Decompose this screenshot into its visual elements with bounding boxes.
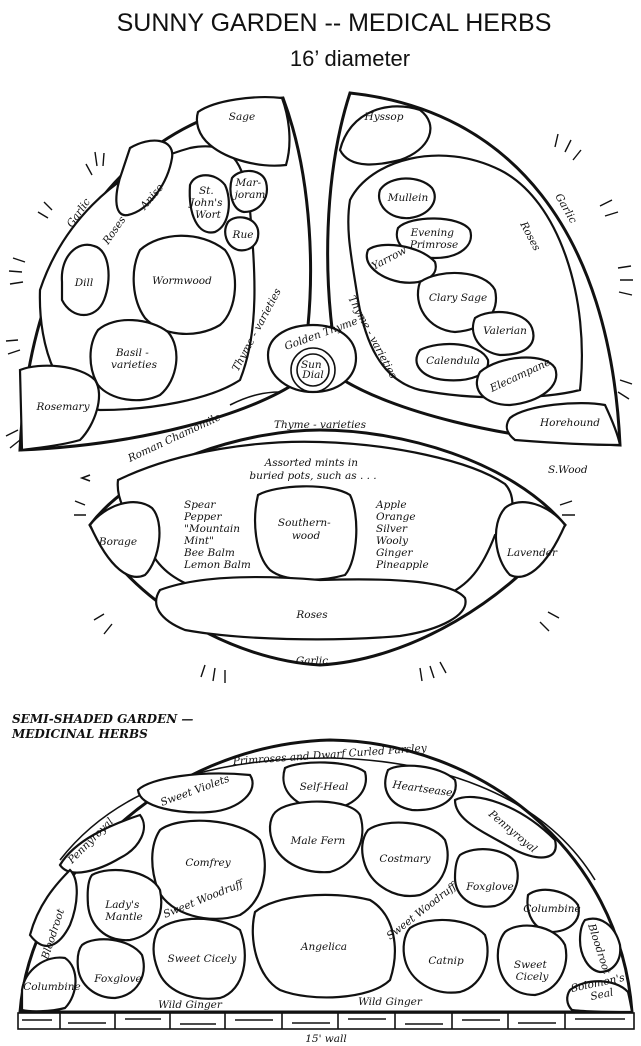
label-rue: Rue xyxy=(232,229,254,241)
label-columbine-right: Columbine xyxy=(523,903,581,915)
label-thyme-bottom: Thyme - varieties xyxy=(274,419,367,431)
label-mints-left: Spear Pepper "Mountain Mint" Bee Balm Le… xyxy=(183,499,251,571)
label-self-heal: Self-Heal xyxy=(300,781,349,793)
label-wall: 15' wall xyxy=(305,1033,347,1045)
label-angelica: Angelica xyxy=(300,941,347,953)
label-hyssop: Hyssop xyxy=(364,111,404,123)
label-wormwood: Wormwood xyxy=(152,275,212,287)
label-foxglove-right: Foxglove xyxy=(465,881,514,893)
label-sweet-cicely-left: Sweet Cicely xyxy=(168,953,238,965)
left-bed xyxy=(18,96,312,452)
grass-tufts xyxy=(5,133,633,683)
label-mullein: Mullein xyxy=(387,192,429,204)
label-dill: Dill xyxy=(74,277,94,289)
shaded-bed xyxy=(18,738,634,1014)
label-roses-bottom: Roses xyxy=(295,609,328,621)
label-catnip: Catnip xyxy=(428,955,464,967)
shaded-garden-title: SEMI-SHADED GARDEN — MEDICINAL HERBS xyxy=(11,712,198,741)
bottom-bed xyxy=(88,428,567,667)
label-male-fern: Male Fern xyxy=(290,835,346,847)
label-ladys-mantle: Lady's Mantle xyxy=(104,899,143,923)
label-mints-right: Apple Orange Silver Wooly Ginger Pineapp… xyxy=(375,499,429,571)
label-st-johns-wort: St. John's Wort xyxy=(188,185,226,221)
signature: S.Wood xyxy=(548,464,588,476)
label-calendula: Calendula xyxy=(426,355,480,367)
label-columbine-left: Columbine xyxy=(23,981,81,993)
stone-wall xyxy=(17,1012,635,1030)
label-costmary: Costmary xyxy=(379,853,431,865)
label-borage: Borage xyxy=(98,536,137,548)
label-foxglove-left: Foxglove xyxy=(93,973,142,985)
label-evening-primrose: Evening Primrose xyxy=(409,227,458,251)
label-southernwood: Southern- wood xyxy=(278,517,334,542)
label-clary-sage: Clary Sage xyxy=(429,292,487,304)
label-sun-dial: Sun Dial xyxy=(301,359,325,381)
label-horehound: Horehound xyxy=(539,417,600,429)
label-wild-ginger-left: Wild Ginger xyxy=(158,999,223,1011)
label-mints-note: Assorted mints in buried pots, such as .… xyxy=(249,457,376,482)
sunny-garden-subtitle: 16’ diameter xyxy=(290,46,410,71)
label-sweet-cicely-right: Sweet Cicely xyxy=(514,959,550,983)
right-bed xyxy=(326,91,622,447)
label-garlic-bottom: Garlic xyxy=(296,655,328,667)
sunny-garden-title: SUNNY GARDEN -- MEDICAL HERBS xyxy=(117,9,552,37)
label-basil: Basil - varieties xyxy=(111,347,158,371)
sun-dial xyxy=(79,323,358,482)
label-rosemary: Rosemary xyxy=(36,401,91,413)
label-sage: Sage xyxy=(229,111,255,123)
label-valerian: Valerian xyxy=(483,325,527,337)
label-marjoram: Mar- joram xyxy=(233,177,266,201)
label-lavender: Lavender xyxy=(506,547,558,559)
label-comfrey: Comfrey xyxy=(185,857,231,869)
label-wild-ginger-right: Wild Ginger xyxy=(358,996,423,1008)
